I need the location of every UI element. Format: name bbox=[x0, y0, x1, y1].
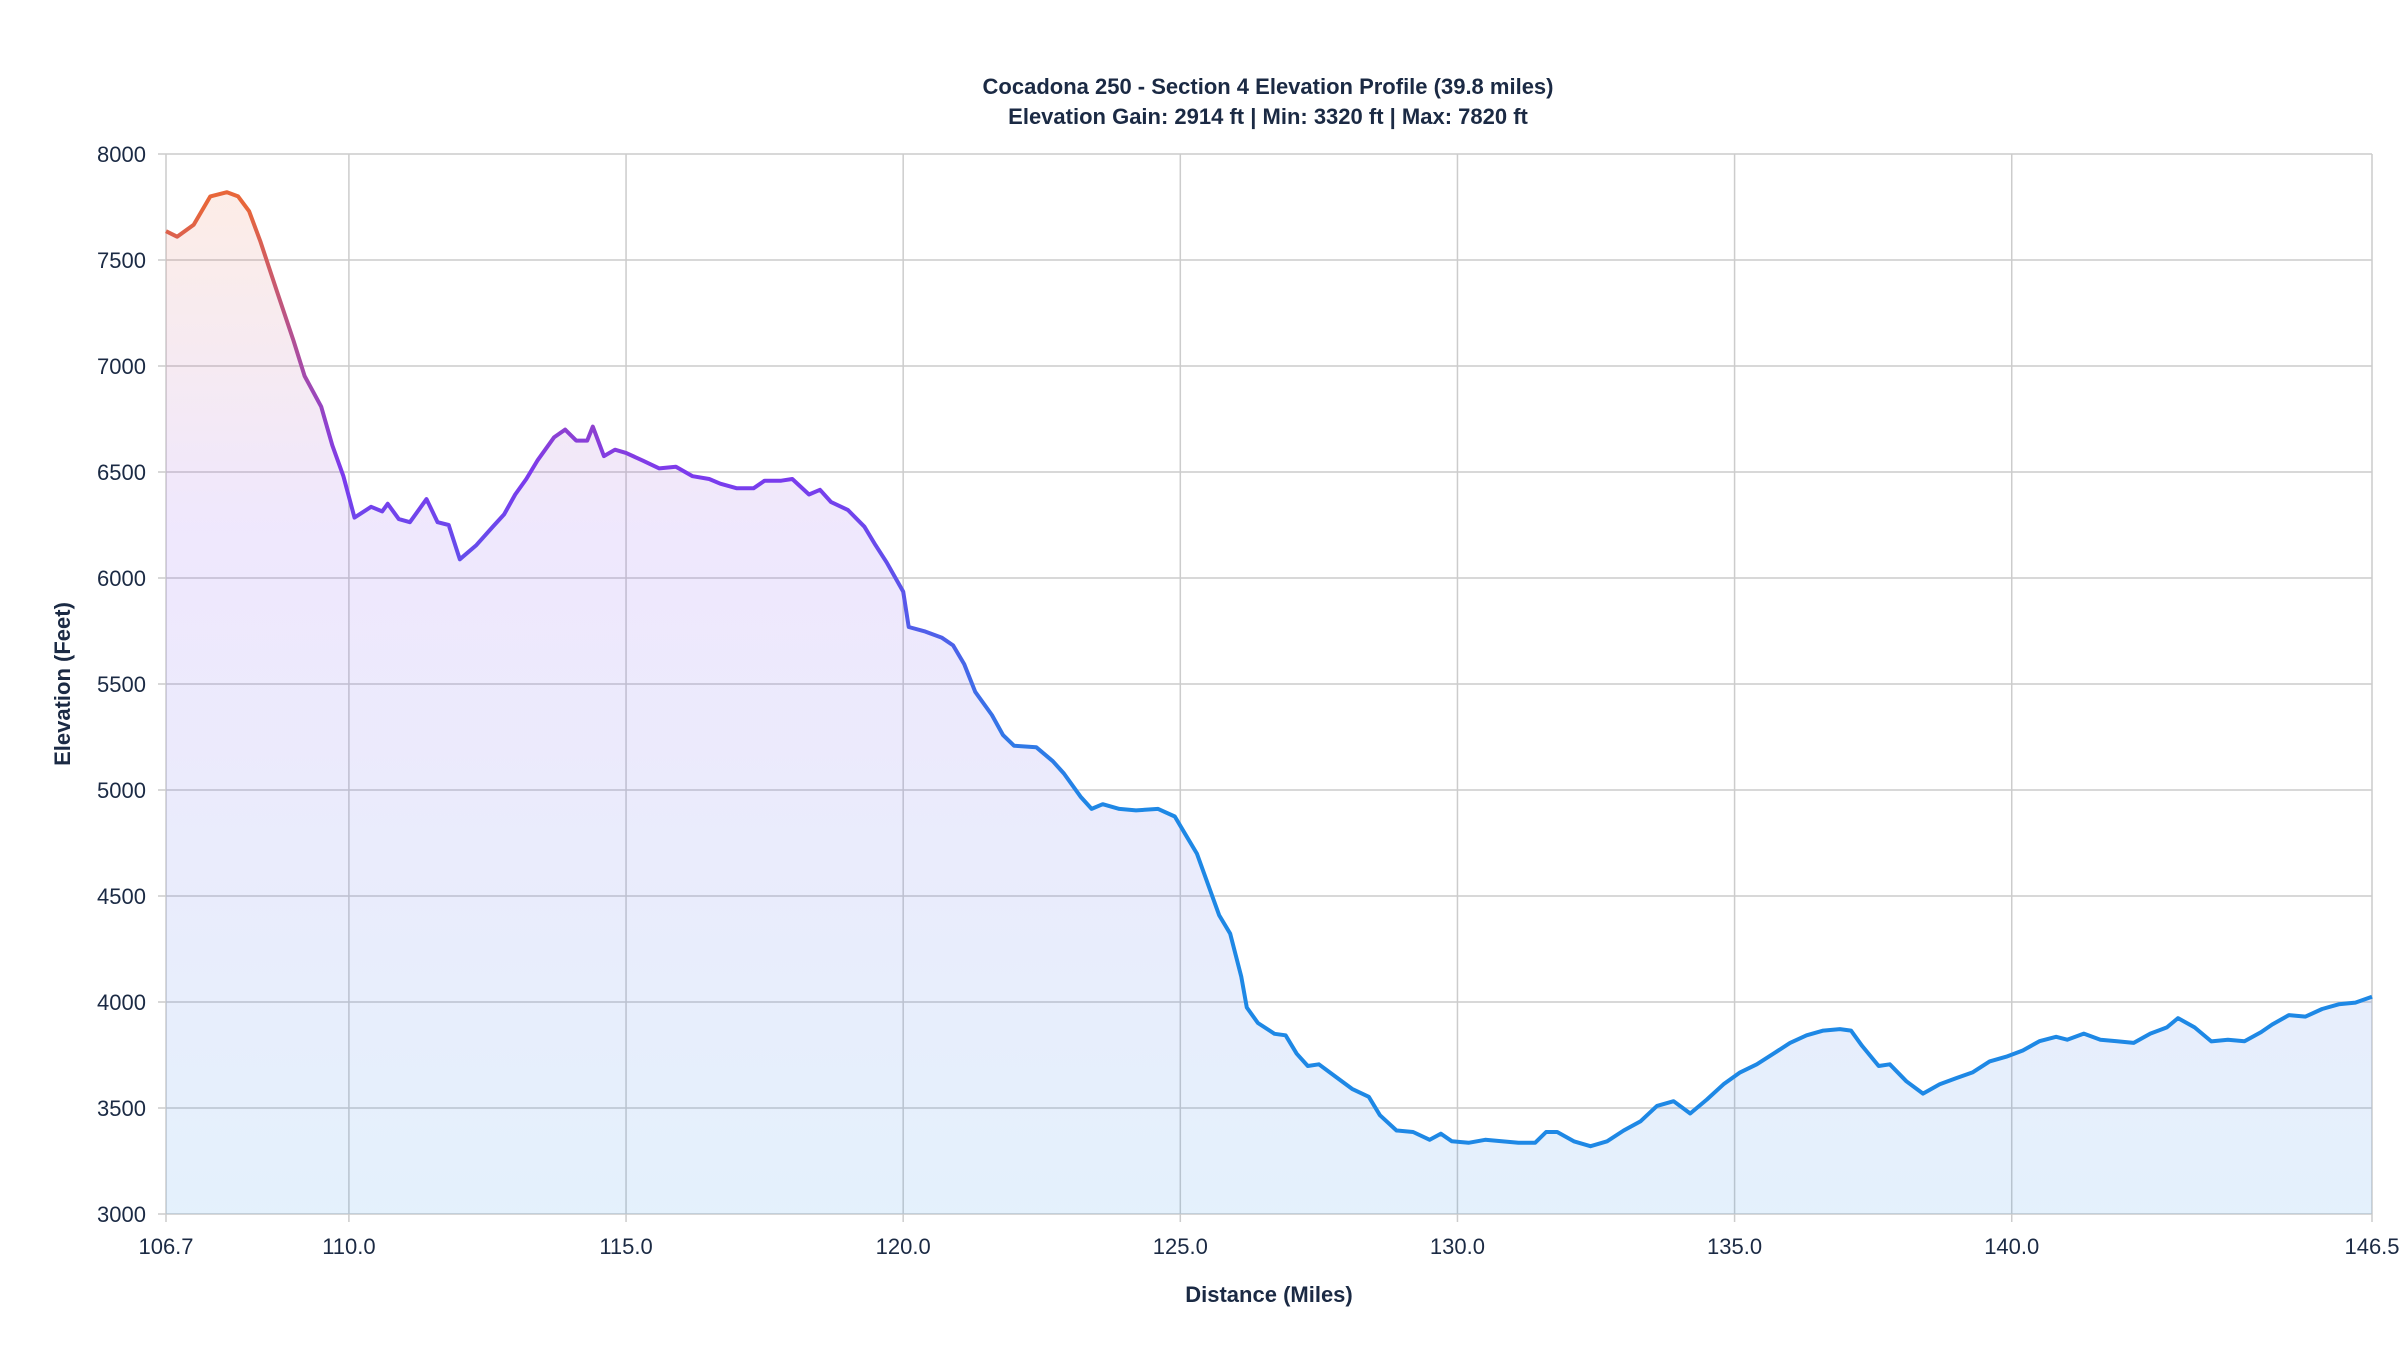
chart-title: Cocadona 250 - Section 4 Elevation Profi… bbox=[983, 74, 1554, 99]
x-tick-label: 120.0 bbox=[876, 1234, 931, 1259]
y-tick-label: 3500 bbox=[97, 1096, 146, 1121]
y-tick-label: 4000 bbox=[97, 990, 146, 1015]
y-tick-label: 6500 bbox=[97, 460, 146, 485]
y-tick-label: 5500 bbox=[97, 672, 146, 697]
x-tick-label: 130.0 bbox=[1430, 1234, 1485, 1259]
chart-subtitle: Elevation Gain: 2914 ft | Min: 3320 ft |… bbox=[1008, 104, 1528, 129]
y-tick-label: 4500 bbox=[97, 884, 146, 909]
y-tick-label: 6000 bbox=[97, 566, 146, 591]
y-tick-label: 7500 bbox=[97, 248, 146, 273]
x-tick-label: 110.0 bbox=[322, 1234, 375, 1259]
x-tick-label: 146.5 bbox=[2344, 1234, 2399, 1259]
y-tick-label: 3000 bbox=[97, 1202, 146, 1227]
x-axis-label: Distance (Miles) bbox=[1185, 1282, 1353, 1307]
y-axis-label: Elevation (Feet) bbox=[50, 602, 75, 766]
x-tick-label: 140.0 bbox=[1984, 1234, 2039, 1259]
x-tick-label: 115.0 bbox=[599, 1234, 652, 1259]
x-tick-label: 125.0 bbox=[1153, 1234, 1208, 1259]
y-tick-label: 7000 bbox=[97, 354, 146, 379]
y-tick-label: 8000 bbox=[97, 142, 146, 167]
x-tick-label: 106.7 bbox=[138, 1234, 193, 1259]
y-tick-label: 5000 bbox=[97, 778, 146, 803]
elevation-line bbox=[165, 190, 2373, 1149]
x-tick-label: 135.0 bbox=[1707, 1234, 1762, 1259]
elevation-area bbox=[166, 192, 2372, 1214]
